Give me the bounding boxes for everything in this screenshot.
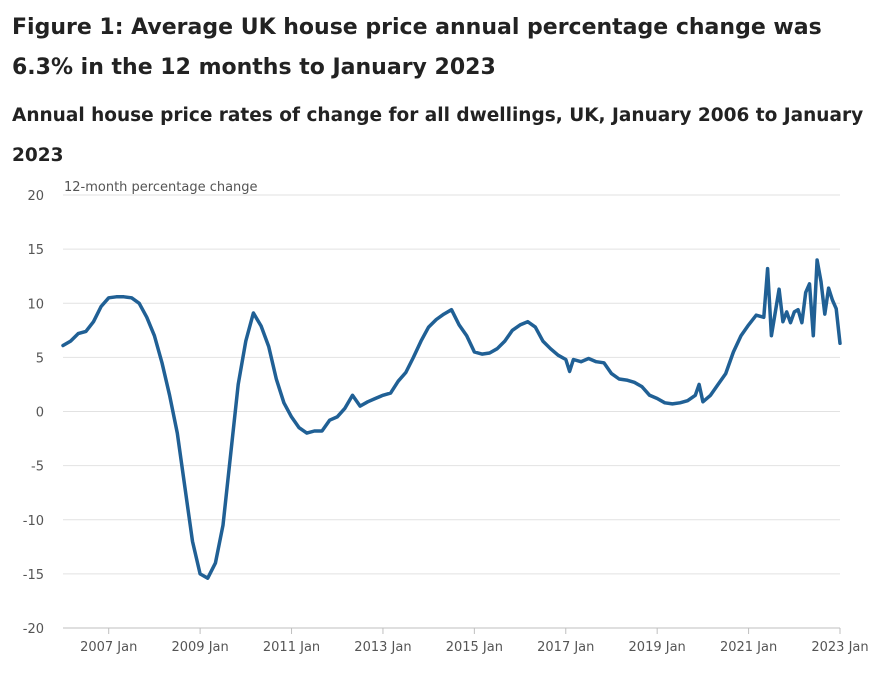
x-tick-label: 2007 Jan bbox=[80, 640, 137, 655]
line-chart: 20 15 10 5 0 -5 -10 -15 -20 2007 Jan 2009 Jan 2011… bbox=[23, 180, 869, 655]
data-point[interactable] bbox=[164, 389, 176, 401]
data-point[interactable] bbox=[564, 365, 576, 377]
gridlines bbox=[63, 194, 840, 629]
data-point[interactable] bbox=[133, 297, 145, 309]
y-tick-label: 5 bbox=[36, 351, 44, 366]
data-point[interactable] bbox=[705, 389, 717, 401]
x-tick-label: 2021 Jan bbox=[720, 640, 777, 655]
data-point[interactable] bbox=[727, 346, 739, 358]
data-point[interactable] bbox=[316, 425, 328, 437]
data-point[interactable] bbox=[735, 330, 747, 342]
figure-title: Figure 1: Average UK house price annual … bbox=[12, 15, 822, 80]
data-point[interactable] bbox=[834, 337, 846, 349]
data-point[interactable] bbox=[347, 389, 359, 401]
data-point[interactable] bbox=[819, 308, 831, 320]
data-point[interactable] bbox=[286, 411, 298, 423]
figure-subtitle: Annual house price rates of change for a… bbox=[12, 105, 864, 166]
data-point[interactable] bbox=[148, 330, 160, 342]
data-point[interactable] bbox=[202, 572, 214, 584]
data-point[interactable] bbox=[453, 319, 465, 331]
data-point[interactable] bbox=[461, 330, 473, 342]
data-point[interactable] bbox=[823, 282, 835, 294]
data-point[interactable] bbox=[187, 535, 199, 547]
data-point[interactable] bbox=[88, 316, 100, 328]
data-point[interactable] bbox=[247, 307, 259, 319]
data-point[interactable] bbox=[499, 335, 511, 347]
x-axis-ticks: 2007 Jan 2009 Jan 2011 Jan 2013 Jan 2015 Jan… bbox=[80, 628, 869, 655]
data-point[interactable] bbox=[156, 357, 168, 369]
data-point[interactable] bbox=[765, 330, 777, 342]
data-point[interactable] bbox=[830, 303, 842, 315]
y-tick-label: 10 bbox=[27, 297, 44, 312]
y-axis-ticks: 20 15 10 5 0 -5 -10 -15 -20 bbox=[23, 189, 44, 637]
series-line bbox=[61, 258, 842, 580]
x-tick-label: 2011 Jan bbox=[263, 640, 320, 655]
data-point[interactable] bbox=[792, 304, 804, 316]
data-point[interactable] bbox=[693, 378, 705, 390]
data-point[interactable] bbox=[804, 278, 816, 290]
data-point[interactable] bbox=[263, 341, 275, 353]
data-point[interactable] bbox=[141, 311, 153, 323]
data-point[interactable] bbox=[232, 378, 244, 390]
data-point[interactable] bbox=[171, 427, 183, 439]
data-point[interactable] bbox=[758, 311, 770, 323]
data-point[interactable] bbox=[400, 367, 412, 379]
y-tick-label: 20 bbox=[27, 189, 44, 204]
data-point[interactable] bbox=[339, 402, 351, 414]
data-point[interactable] bbox=[762, 263, 774, 275]
data-point[interactable] bbox=[720, 368, 732, 380]
x-tick-label: 2013 Jan bbox=[354, 640, 411, 655]
data-point[interactable] bbox=[270, 373, 282, 385]
y-tick-label: 0 bbox=[36, 406, 44, 421]
y-tick-label: -15 bbox=[23, 568, 44, 583]
data-point[interactable] bbox=[785, 317, 797, 329]
data-point[interactable] bbox=[217, 519, 229, 531]
y-axis-label: 12-month percentage change bbox=[64, 180, 258, 195]
data-point[interactable] bbox=[529, 321, 541, 333]
data-point[interactable] bbox=[278, 397, 290, 409]
data-point[interactable] bbox=[209, 557, 221, 569]
data-point[interactable] bbox=[255, 320, 267, 332]
data-point[interactable] bbox=[446, 304, 458, 316]
data-point[interactable] bbox=[179, 481, 191, 493]
y-tick-label: 15 bbox=[27, 243, 44, 258]
data-point[interactable] bbox=[415, 335, 427, 347]
series-group bbox=[61, 254, 846, 584]
x-tick-label: 2017 Jan bbox=[537, 640, 594, 655]
data-point[interactable] bbox=[385, 387, 397, 399]
data-point[interactable] bbox=[811, 254, 823, 266]
data-point[interactable] bbox=[796, 317, 808, 329]
x-tick-label: 2023 Jan bbox=[811, 640, 868, 655]
y-tick-label: -20 bbox=[23, 622, 44, 637]
x-tick-label: 2015 Jan bbox=[446, 640, 503, 655]
x-tick-label: 2019 Jan bbox=[629, 640, 686, 655]
data-point[interactable] bbox=[773, 283, 785, 295]
y-tick-label: -5 bbox=[31, 460, 44, 475]
data-point[interactable] bbox=[225, 449, 237, 461]
x-tick-label: 2009 Jan bbox=[171, 640, 228, 655]
data-point[interactable] bbox=[407, 351, 419, 363]
data-point[interactable] bbox=[743, 319, 755, 331]
data-point[interactable] bbox=[807, 330, 819, 342]
data-point[interactable] bbox=[240, 335, 252, 347]
data-point[interactable] bbox=[598, 357, 610, 369]
data-point[interactable] bbox=[80, 325, 92, 337]
data-point[interactable] bbox=[712, 378, 724, 390]
y-tick-label: -10 bbox=[23, 514, 44, 529]
